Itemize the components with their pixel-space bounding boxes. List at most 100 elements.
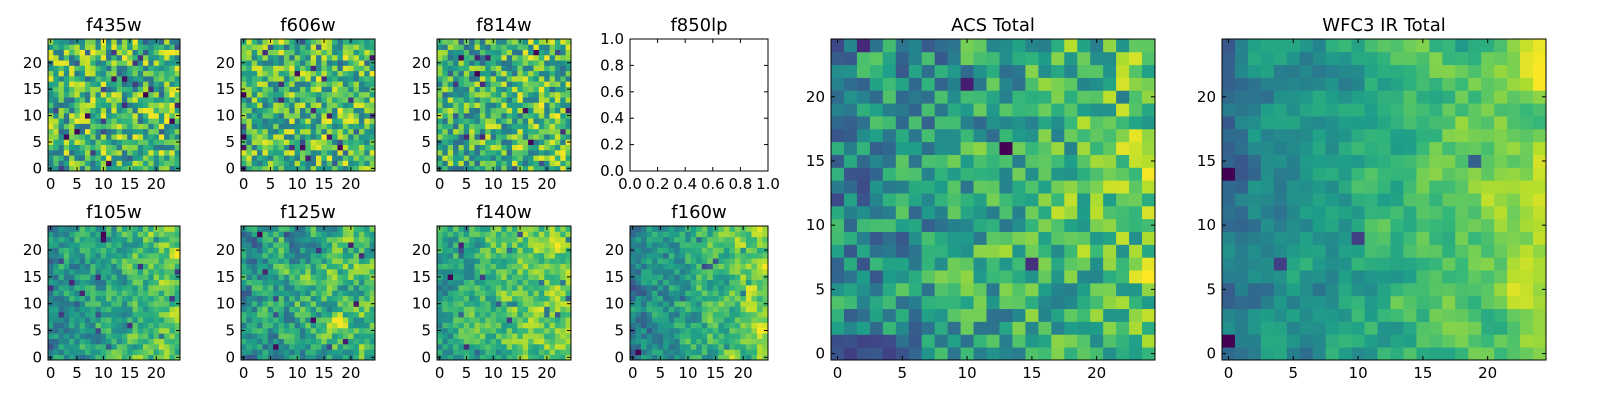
heatmap-cell: [354, 339, 360, 345]
heatmap-cell: [106, 349, 112, 355]
heatmap-cell: [262, 60, 268, 66]
heatmap-cell: [458, 285, 464, 291]
heatmap-cell: [348, 328, 354, 334]
heatmap-cell: [327, 296, 333, 302]
heatmap-cell: [59, 333, 65, 339]
heatmap-cell: [636, 344, 642, 350]
heatmap-cell: [279, 97, 285, 103]
heatmap-cell: [437, 253, 443, 259]
heatmap-cell: [90, 258, 96, 264]
heatmap-cell: [517, 129, 523, 135]
heatmap-cell: [154, 231, 160, 237]
heatmap-cell: [485, 139, 491, 145]
heatmap-cell: [348, 81, 354, 87]
heatmap-cell: [751, 312, 757, 318]
heatmap-cell: [164, 285, 170, 291]
heatmap-cell: [59, 76, 65, 82]
heatmap-cell: [332, 290, 338, 296]
heatmap-cell: [896, 257, 909, 270]
heatmap-cell: [550, 102, 556, 108]
heatmap-cell: [127, 123, 133, 129]
heatmap-cell: [85, 71, 91, 77]
heatmap-cell: [448, 231, 454, 237]
heatmap-cell: [111, 290, 117, 296]
heatmap-cell: [117, 55, 123, 61]
heatmap-cell: [496, 322, 502, 328]
heatmap-cell: [169, 269, 175, 275]
heatmap-cell: [475, 285, 481, 291]
heatmap-cell: [987, 347, 1000, 360]
heatmap-cell: [127, 296, 133, 302]
heatmap-cell: [501, 333, 507, 339]
heatmap-cell: [148, 97, 154, 103]
heatmap-cell: [707, 328, 713, 334]
heatmap-cell: [69, 242, 75, 248]
heatmap-cell: [528, 39, 534, 45]
heatmap-cell: [132, 301, 138, 307]
heatmap-cell: [523, 55, 529, 61]
heatmap-cell: [512, 242, 518, 248]
heatmap-cell: [464, 280, 470, 286]
heatmap-cell: [96, 44, 102, 50]
heatmap-cell: [127, 92, 133, 98]
heatmap-cell: [469, 145, 475, 151]
heatmap-cell: [523, 280, 529, 286]
y-tick-label: 15: [23, 268, 42, 286]
heatmap-cell: [164, 102, 170, 108]
heatmap-cell: [469, 160, 475, 166]
heatmap-cell: [491, 97, 497, 103]
heatmap-cell: [257, 39, 263, 45]
heatmap-cell: [132, 264, 138, 270]
heatmap-cell: [1077, 283, 1090, 296]
heatmap-cell: [909, 321, 922, 334]
heatmap-cell: [48, 155, 54, 161]
heatmap-cell: [539, 237, 545, 243]
heatmap-cell: [159, 150, 165, 156]
heatmap-cell: [154, 344, 160, 350]
heatmap-cell: [512, 333, 518, 339]
heatmap-cell: [273, 76, 279, 82]
heatmap-cell: [148, 76, 154, 82]
y-tick-label: 10: [216, 107, 235, 125]
heatmap-cell: [69, 139, 75, 145]
heatmap-cell: [257, 145, 263, 151]
heatmap-cell: [148, 301, 154, 307]
heatmap-cell: [96, 349, 102, 355]
heatmap-cell: [448, 55, 454, 61]
heatmap-cell: [316, 44, 322, 50]
heatmap-cell: [512, 160, 518, 166]
heatmap-cell: [458, 247, 464, 253]
heatmap-cell: [528, 322, 534, 328]
heatmap-cell: [359, 237, 365, 243]
heatmap-cell: [696, 301, 702, 307]
heatmap-cell: [332, 97, 338, 103]
heatmap-cell: [53, 285, 59, 291]
heatmap-cell: [262, 247, 268, 253]
heatmap-cell: [496, 160, 502, 166]
heatmap-cell: [241, 253, 247, 259]
heatmap-cell: [122, 81, 128, 87]
heatmap-cell: [475, 65, 481, 71]
heatmap-cell: [696, 328, 702, 334]
heatmap-cell: [337, 264, 343, 270]
heatmap-cell: [696, 280, 702, 286]
heatmap-cell: [523, 97, 529, 103]
heatmap-cell: [437, 280, 443, 286]
heatmap-cell: [555, 253, 561, 259]
heatmap-cell: [289, 44, 295, 50]
heatmap-cell: [746, 253, 752, 259]
heatmap-cell: [831, 257, 844, 270]
heatmap-cell: [132, 39, 138, 45]
heatmap-cell: [169, 264, 175, 270]
heatmap-cell: [64, 253, 70, 259]
heatmap-cell: [343, 306, 349, 312]
heatmap-cell: [517, 55, 523, 61]
heatmap-cell: [539, 274, 545, 280]
heatmap-cell: [550, 301, 556, 307]
heatmap-cell: [284, 76, 290, 82]
heatmap-cell: [560, 108, 566, 114]
heatmap-cell: [305, 92, 311, 98]
heatmap-cell: [485, 65, 491, 71]
heatmap-cell: [636, 312, 642, 318]
